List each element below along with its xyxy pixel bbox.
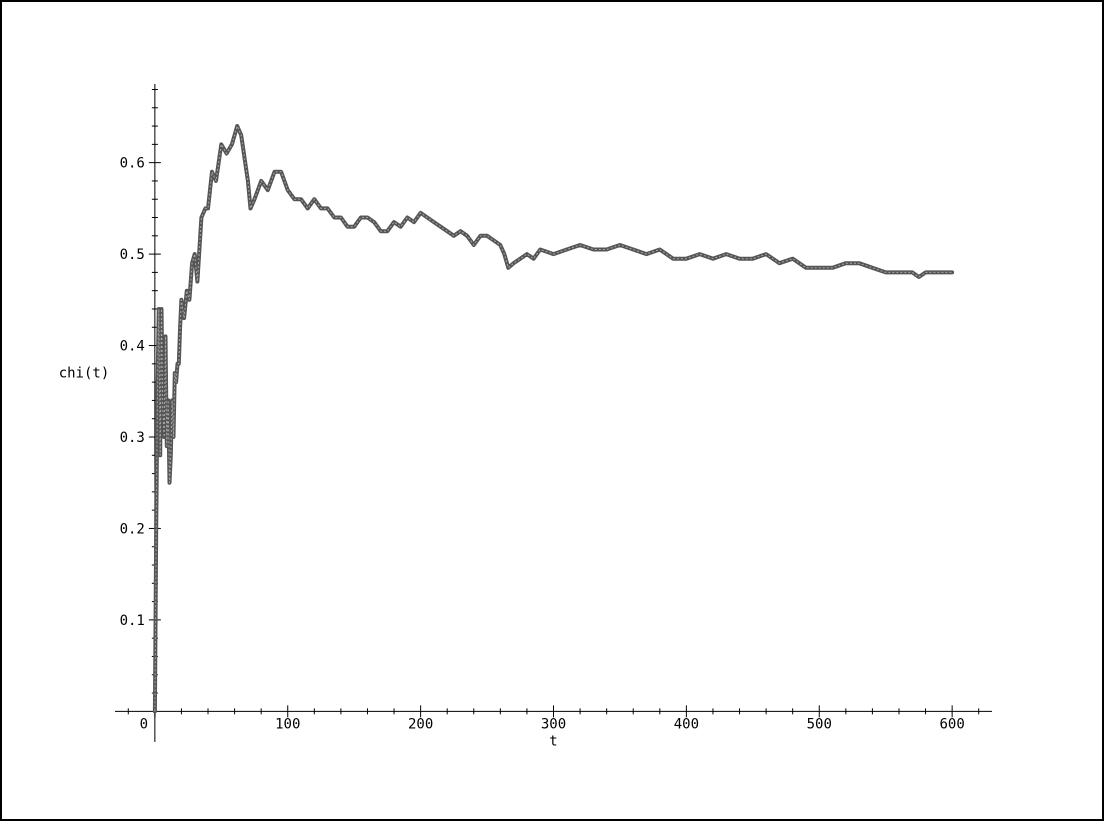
y-tick-label: 0.4 [120, 339, 145, 355]
y-tick-label: 0.2 [120, 521, 145, 537]
y-tick-label: 0.6 [120, 156, 145, 172]
series-line [152, 124, 955, 714]
x-tick-label: 200 [408, 716, 433, 732]
y-ticks: 0.1 0.2 0.3 0.4 0.5 0.6 [120, 156, 161, 629]
x-tick-label: 100 [275, 716, 300, 732]
axes: 0 100 200 300 400 500 600 0.1 0.2 0.3 0.4 0.5 0.6 [115, 84, 992, 742]
y-tick-label: 0.1 [120, 613, 145, 629]
y-tick-label: 0.3 [120, 430, 145, 446]
x-tick-label: 300 [541, 716, 566, 732]
y-tick-label: 0.5 [120, 247, 145, 263]
x-tick-label: 500 [807, 716, 832, 732]
series-layer [152, 124, 955, 714]
x-tick-label: 400 [674, 716, 699, 732]
x-axis-label: t [549, 733, 557, 749]
x-tick-label: 600 [939, 716, 964, 732]
x-ticks: 0 100 200 300 400 500 600 [140, 705, 965, 732]
series-line-highlight [154, 125, 953, 712]
x-tick-label: 0 [140, 716, 148, 732]
y-axis-label: chi(t) [59, 366, 110, 382]
x-minor-ticks [127, 708, 980, 715]
